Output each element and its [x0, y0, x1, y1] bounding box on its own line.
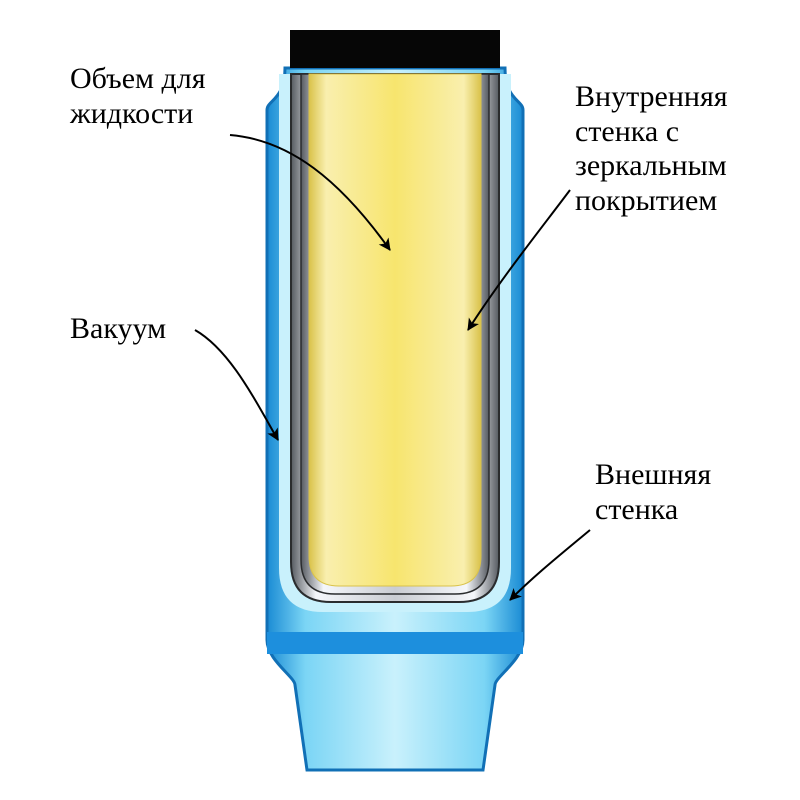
cap-shape — [290, 30, 500, 68]
liquid-volume-shape — [309, 74, 481, 586]
label-vacuum: Вакуум — [70, 312, 166, 347]
diagram-canvas: Объем для жидкости Внутренняя стенка с з… — [0, 0, 800, 800]
outer-wall-base-band — [267, 632, 523, 654]
label-liquid-volume: Объем для жидкости — [70, 62, 206, 131]
label-inner-mirror-wall: Внутренняя стенка с зеркальным покрытием — [575, 80, 728, 218]
label-outer-wall: Внешняя стенка — [595, 458, 711, 527]
